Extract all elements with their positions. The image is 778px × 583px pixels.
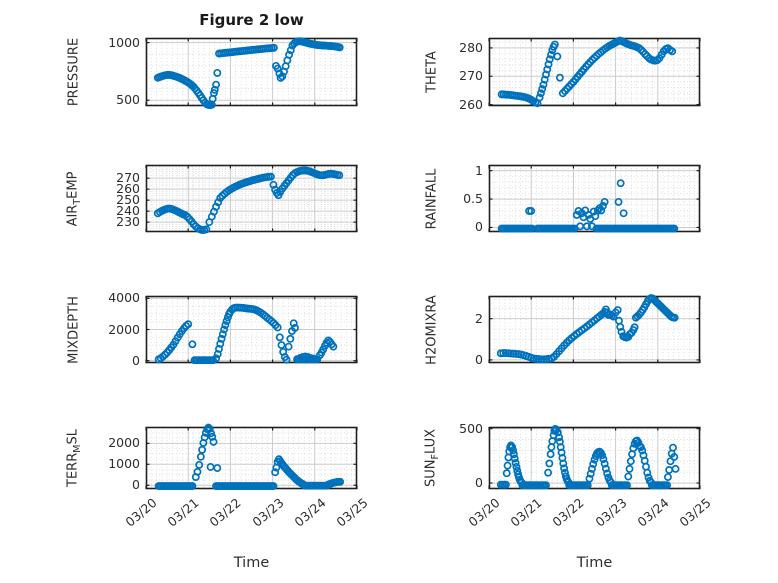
- mixdepth-axes-box: [145, 295, 358, 364]
- theta-y-label-text: THETA: [424, 51, 440, 93]
- h2omixra-axes-box: [488, 295, 701, 364]
- air-temp-ytick-label: 240: [116, 203, 140, 219]
- subplot-sun-flux: [488, 425, 701, 490]
- subplot-mixdepth: [145, 295, 358, 365]
- pressure-axes-box: [145, 37, 358, 107]
- rainfall-ytick-label: 0: [475, 219, 483, 235]
- pressure-y-axis-label: PRESSURE: [67, 38, 82, 106]
- mixdepth-ytick-label: 4000: [108, 290, 140, 306]
- terr-msl-minor-grid: [146, 427, 357, 489]
- x-axis-label-left: Time: [233, 555, 270, 571]
- mixdepth-ytick-label: 2000: [108, 321, 140, 337]
- terr-msl-y-label-subscript: M: [71, 444, 83, 453]
- sun-flux-markers: [496, 425, 680, 490]
- terr-msl-xtick-label: 03/21: [164, 495, 202, 530]
- terr-msl-xtick-label: 03/23: [249, 495, 287, 530]
- pressure-ytick-label: 1000: [108, 34, 140, 50]
- air-temp-axes-box: [145, 164, 358, 233]
- rainfall-minor-grid: [489, 164, 700, 232]
- h2omixra-ytick-label: 2: [475, 310, 483, 326]
- x-axis-label-right: Time: [576, 555, 613, 571]
- sun-flux-xtick-label: 03/20: [465, 495, 503, 530]
- sun-flux-xtick-label: 03/24: [634, 495, 672, 530]
- theta-ytick-label: 260: [459, 96, 483, 112]
- terr-msl-y-axis-label: TERRMSL: [65, 429, 83, 487]
- terr-msl-axes-box: [145, 426, 358, 490]
- figure-title: Figure 2 low: [199, 11, 304, 29]
- rainfall-ytick-label: 0.5: [463, 191, 483, 207]
- air-temp-y-label-subscript: T: [71, 198, 83, 205]
- sun-flux-xtick-label: 03/25: [676, 495, 714, 530]
- mixdepth-y-axis-label: MIXDEPTH: [67, 296, 82, 364]
- sun-flux-y-axis-label: SUNFLUX: [423, 429, 441, 487]
- sun-flux-ytick-label: 500: [459, 420, 483, 436]
- subplot-terr-msl: [145, 423, 358, 491]
- h2omixra-minor-grid: [489, 296, 700, 363]
- sun-flux-y-label-text: LUX: [423, 429, 439, 455]
- pressure-markers: [153, 37, 344, 110]
- air-temp-ytick-label: 260: [116, 181, 140, 197]
- rainfall-markers: [497, 179, 679, 233]
- rainfall-y-axis-label: RAINFALL: [425, 168, 440, 229]
- pressure-minor-grid: [146, 38, 357, 106]
- air-temp-ytick-label: 250: [116, 192, 140, 208]
- theta-ytick-label: 280: [459, 39, 483, 55]
- pressure-y-label-text: PRESSURE: [66, 37, 82, 107]
- terr-msl-markers: [154, 423, 345, 491]
- mixdepth-markers: [154, 303, 338, 365]
- terr-msl-xtick-label: 03/22: [206, 495, 245, 530]
- mixdepth-ytick-label: 0: [132, 352, 140, 368]
- h2omixra-ytick-label: 0: [475, 351, 483, 367]
- terr-msl-major-grid: [146, 427, 357, 489]
- theta-y-axis-label: THETA: [425, 51, 440, 93]
- theta-ytick-label: 270: [459, 68, 483, 84]
- h2omixra-y-label-text: H2OMIXRA: [424, 294, 440, 365]
- terr-msl-ytick-label: 2000: [108, 435, 140, 451]
- sun-flux-ytick-label: 0: [475, 475, 483, 491]
- h2omixra-major-grid: [489, 296, 700, 363]
- terr-msl-xtick-label: 03/20: [122, 495, 160, 530]
- air-temp-minor-grid: [146, 165, 357, 232]
- terr-msl-y-label-text: SL: [65, 429, 81, 445]
- h2omixra-y-axis-label: H2OMIXRA: [425, 295, 440, 365]
- air-temp-ytick-label: 230: [116, 214, 140, 230]
- air-temp-markers: [153, 166, 344, 234]
- terr-msl-y-label-text: TERR: [65, 452, 81, 487]
- rainfall-ytick-label: 1: [475, 162, 483, 178]
- sun-flux-xtick-label: 03/21: [507, 495, 545, 530]
- subplot-rainfall: [488, 164, 701, 233]
- sun-flux-y-label-text: SUN: [423, 459, 439, 488]
- air-temp-ytick-label: 270: [116, 170, 140, 186]
- sun-flux-xtick-label: 03/22: [549, 495, 588, 530]
- mixdepth-y-label-text: MIXDEPTH: [66, 295, 82, 364]
- sun-flux-minor-grid: [489, 427, 700, 489]
- theta-major-grid: [489, 38, 700, 106]
- sun-flux-y-label-subscript: F: [429, 454, 441, 460]
- subplot-h2omixra: [488, 294, 701, 364]
- terr-msl-ytick-label: 1000: [108, 456, 140, 472]
- subplot-theta: [488, 36, 701, 108]
- terr-msl-xtick-label: 03/24: [291, 495, 329, 530]
- terr-msl-ytick-label: 0: [132, 477, 140, 493]
- air-temp-y-label-text: AIR: [65, 204, 81, 226]
- air-temp-y-label-text: EMP: [65, 171, 81, 199]
- rainfall-y-label-text: RAINFALL: [424, 168, 440, 229]
- subplot-air-temp: [145, 164, 358, 234]
- terr-msl-xtick-label: 03/25: [333, 495, 371, 530]
- subplot-pressure: [145, 37, 358, 110]
- air-temp-y-axis-label: AIRTEMP: [65, 171, 83, 226]
- theta-markers: [497, 36, 677, 108]
- h2omixra-markers: [496, 294, 679, 364]
- pressure-ytick-label: 500: [116, 92, 140, 108]
- sun-flux-xtick-label: 03/23: [592, 495, 630, 530]
